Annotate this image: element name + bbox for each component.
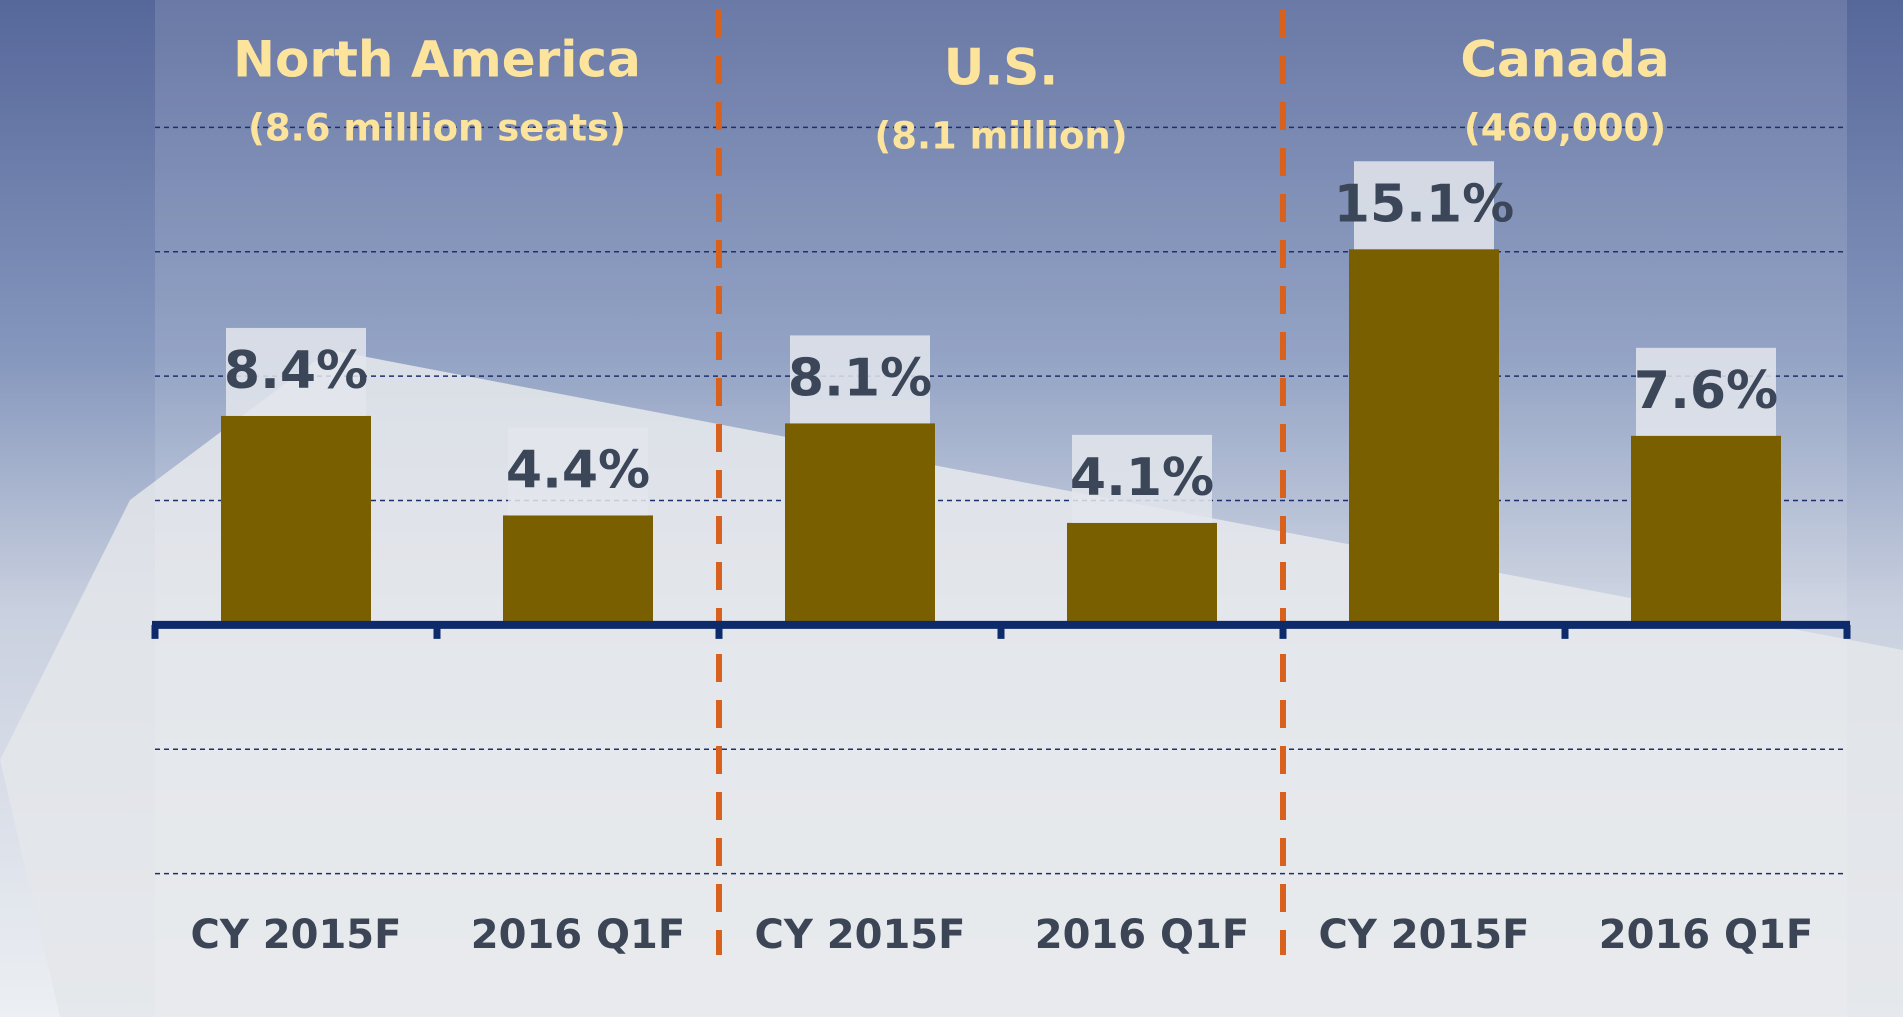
x-tick-label: CY 2015F [755,912,966,958]
x-tick-label: CY 2015F [1319,912,1530,958]
value-label-box [1354,161,1494,250]
value-label-box [790,335,930,424]
bar [1067,522,1217,625]
value-label-box [508,427,648,516]
group-title: North America [233,31,641,89]
bar [1631,435,1781,625]
bar [221,415,371,625]
x-tick-label: 2016 Q1F [471,912,685,958]
value-label: 8.1% [788,348,932,408]
value-label-box [1636,347,1776,436]
bar [503,515,653,625]
group-title: Canada [1460,31,1669,89]
value-label-box [1072,434,1212,523]
group-subtitle: (8.6 million seats) [248,107,626,150]
plot-area [155,0,1847,1017]
value-label: 7.6% [1634,361,1778,421]
x-tick-label: 2016 Q1F [1035,912,1249,958]
value-label: 8.4% [224,341,368,401]
group-subtitle: (460,000) [1464,107,1666,150]
group-title: U.S. [944,39,1059,97]
bar [785,423,935,625]
value-label: 4.4% [506,440,650,500]
group-subtitle: (8.1 million) [874,115,1127,158]
x-tick-label: CY 2015F [191,912,402,958]
value-label: 15.1% [1334,174,1514,234]
bar [1349,249,1499,625]
value-label: 4.1% [1070,448,1214,508]
x-tick-label: 2016 Q1F [1599,912,1813,958]
value-label-box [226,327,366,416]
wing [0,350,1903,1017]
